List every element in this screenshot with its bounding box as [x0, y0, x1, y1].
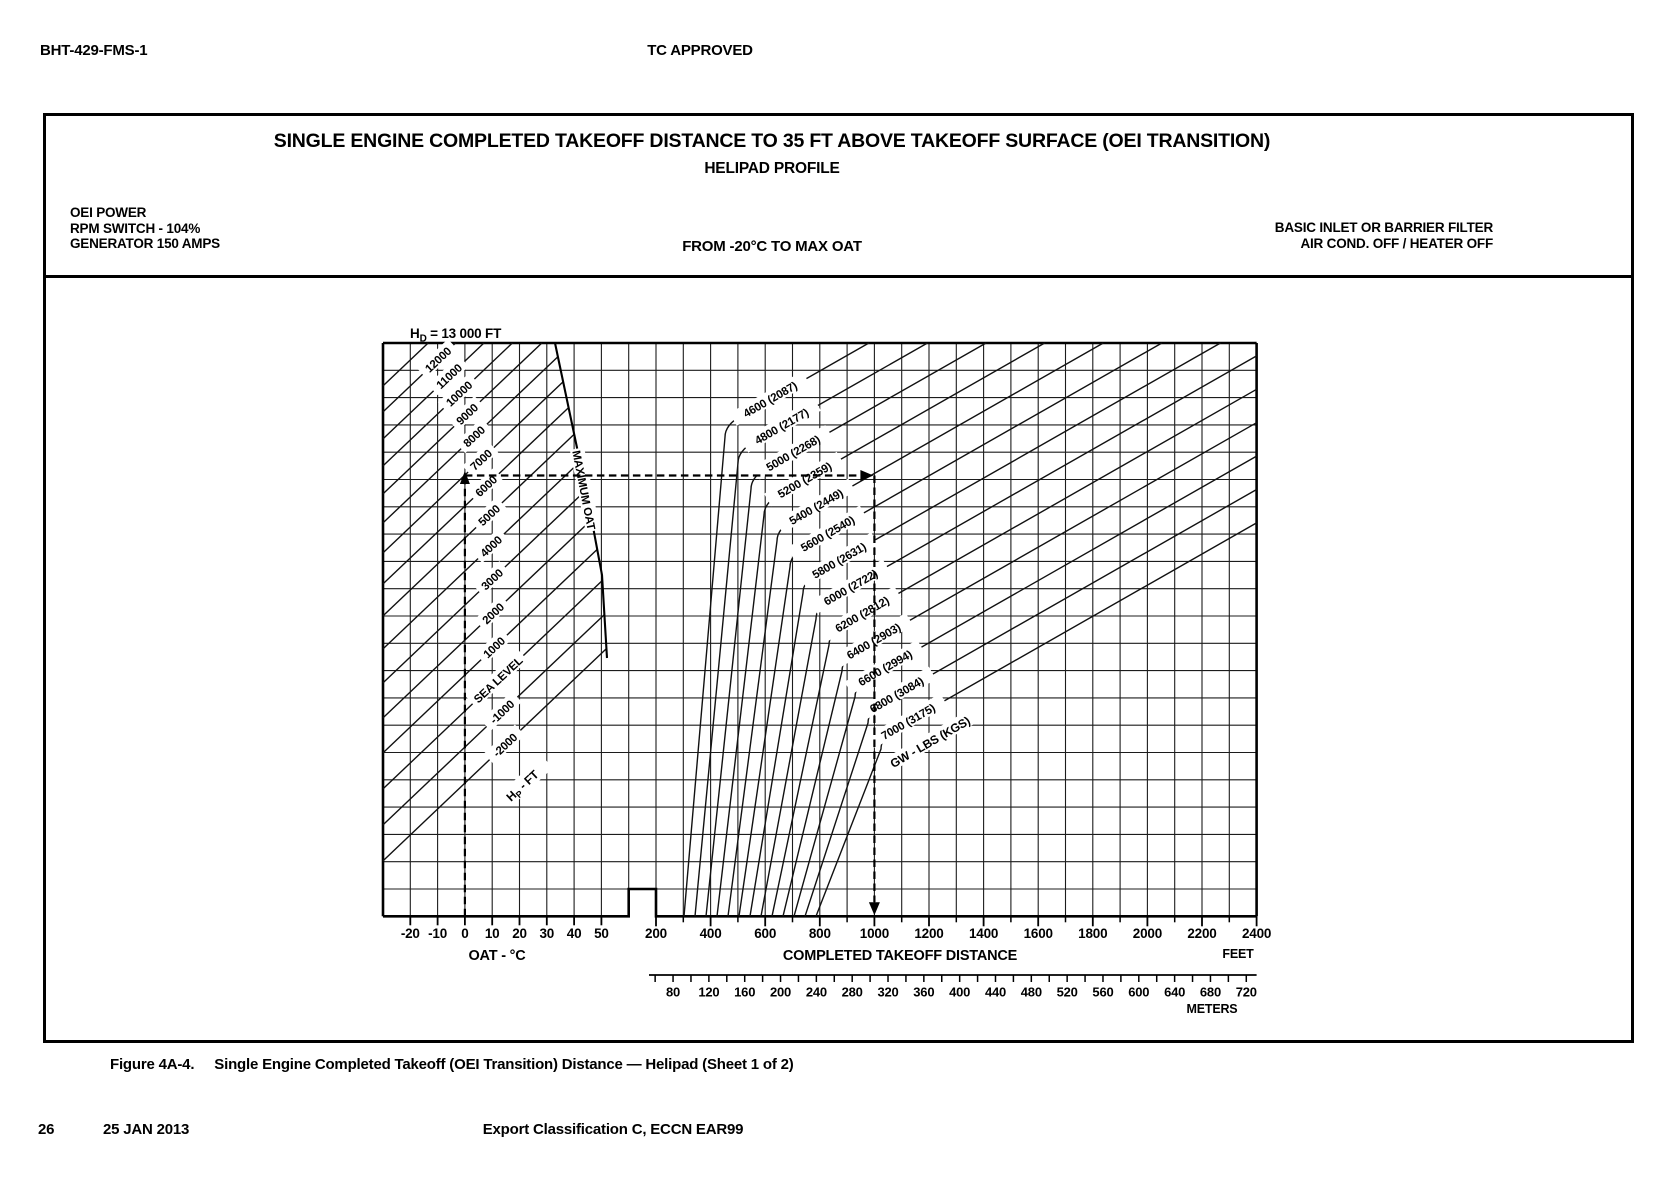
oat-axis-title: OAT - °C [468, 948, 526, 964]
hp-line-label: 2000 [474, 595, 511, 631]
distance-tick-label: 2000 [1133, 926, 1162, 941]
meters-tick-label: 520 [1057, 985, 1078, 1000]
meters-tick-label: 160 [734, 985, 755, 1000]
oat-tick-label: 20 [512, 926, 527, 941]
meters-tick-label: 600 [1128, 985, 1149, 1000]
revision-date: 25 JAN 2013 [103, 1121, 190, 1138]
line-labels: 1200011000100009000800070006000500040003… [410, 326, 981, 806]
axes: -20 -10 0 10 20 30 40 50 OAT - °C 200 400 600 800 100… [401, 916, 1271, 1016]
distance-tick-label: 1600 [1024, 926, 1053, 941]
oat-tick-label: -20 [401, 926, 420, 941]
condition-rpm: RPM SWITCH - 104% [70, 220, 201, 236]
gw-line [738, 342, 1163, 917]
oat-tick-label: 50 [594, 926, 609, 941]
figure-caption: Figure 4A-4. Single Engine Completed Take… [110, 1056, 794, 1073]
distance-tick-label: 400 [700, 926, 722, 941]
meters-tick-label: 320 [877, 985, 898, 1000]
hp-axis-label: HP - FT [500, 755, 553, 806]
distance-tick-label: 2400 [1242, 926, 1271, 941]
condition-aircond: AIR COND. OFF / HEATER OFF [1300, 236, 1493, 251]
oat-tick-label: 30 [539, 926, 554, 941]
approval-stamp: TC APPROVED [647, 42, 753, 59]
meters-tick-label: 560 [1092, 985, 1113, 1000]
meters-tick-label: 440 [985, 985, 1006, 1000]
distance-tick-label: 800 [809, 926, 831, 941]
feet-unit-label: FEET [1222, 947, 1254, 961]
oat-tick-label: 0 [461, 926, 468, 941]
distance-tick-label: 1000 [860, 926, 889, 941]
export-classification: Export Classification C, ECCN EAR99 [482, 1121, 744, 1138]
meters-tick-label: 400 [949, 985, 970, 1000]
distance-tick-label: 1200 [914, 926, 943, 941]
figure-title: Single Engine Completed Takeoff (OEI Tra… [214, 1056, 794, 1073]
oat-tick-label: -10 [428, 926, 447, 941]
chart-subtitle: HELIPAD PROFILE [704, 160, 840, 177]
document-reference: BHT-429-FMS-1 [40, 42, 148, 59]
meters-tick-label: 80 [666, 985, 680, 1000]
condition-filter: BASIC INLET OR BARRIER FILTER [1274, 220, 1493, 235]
page-number: 26 [38, 1121, 55, 1138]
hp-line [382, 342, 485, 440]
chart-title: SINGLE ENGINE COMPLETED TAKEOFF DISTANCE… [273, 130, 1271, 152]
hp-line [382, 342, 429, 387]
distance-tick-label: 600 [754, 926, 776, 941]
chart-header: SINGLE ENGINE COMPLETED TAKEOFF DISTANCE… [60, 130, 1484, 178]
chart-frame [43, 113, 1634, 1043]
header-divider [43, 275, 1634, 278]
meters-tick-label: 480 [1021, 985, 1042, 1000]
condition-generator: GENERATOR 150 AMPS [70, 236, 220, 251]
chart-borders [381, 341, 1258, 918]
oat-tick-label: 40 [567, 926, 582, 941]
distance-tick-label: 1800 [1078, 926, 1107, 941]
meters-unit-label: METERS [1187, 1002, 1238, 1016]
condition-power: OEI POWER [70, 205, 147, 220]
figure-number: Figure 4A-4. [110, 1056, 195, 1073]
meters-tick-label: 280 [842, 985, 863, 1000]
meters-tick-label: 360 [913, 985, 934, 1000]
distance-tick-label: 2200 [1187, 926, 1216, 941]
meters-tick-label: 240 [806, 985, 827, 1000]
conditions-right: BASIC INLET OR BARRIER FILTER AIR COND. … [1100, 220, 1493, 252]
condition-oat-range: FROM -20°C TO MAX OAT [682, 238, 862, 255]
distance-tick-label: 1400 [969, 926, 998, 941]
example-path [459, 470, 880, 917]
oat-tick-label: 10 [485, 926, 500, 941]
hd-limit-label: HD = 13 000 FT [410, 326, 502, 345]
max-oat-boundary [553, 342, 609, 659]
meters-tick-label: 200 [770, 985, 791, 1000]
conditions-left: OEI POWER RPM SWITCH - 104% GENERATOR 15… [70, 205, 220, 252]
distance-axis-title: COMPLETED TAKEOFF DISTANCE [783, 948, 1018, 964]
meters-tick-label: 680 [1200, 985, 1221, 1000]
meters-tick-label: 120 [698, 985, 719, 1000]
distance-tick-label: 200 [645, 926, 667, 941]
meters-tick-label: 640 [1164, 985, 1185, 1000]
gw-axis-label: GW - LBS (KGS) [878, 707, 981, 775]
meters-tick-label: 720 [1236, 985, 1257, 1000]
